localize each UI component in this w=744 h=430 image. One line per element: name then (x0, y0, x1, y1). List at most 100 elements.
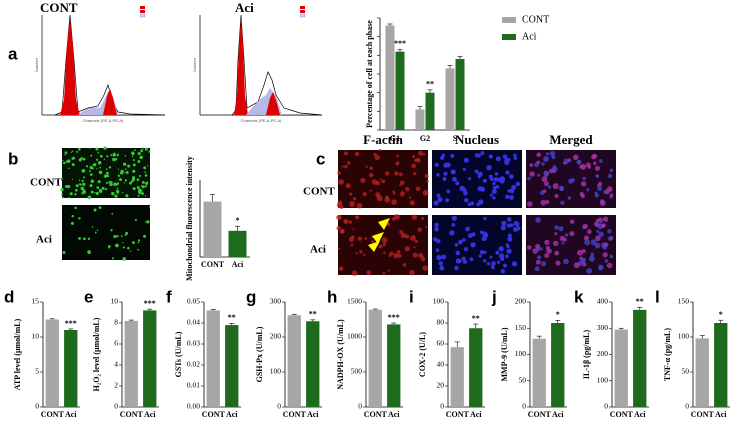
bar (455, 59, 465, 130)
dot (468, 177, 472, 181)
dot (598, 264, 602, 268)
bar (387, 324, 401, 407)
dot (601, 223, 606, 228)
dot (396, 154, 399, 158)
dot (132, 187, 136, 191)
dot (514, 221, 520, 227)
y-tick-label: 0.02 (187, 360, 200, 369)
dot (144, 185, 148, 188)
dot (420, 257, 426, 262)
dot (82, 190, 86, 194)
dot (147, 165, 149, 167)
dot (442, 177, 447, 182)
dot (393, 192, 396, 195)
dot (127, 164, 131, 168)
y-axis-label: GSH-Px (U/mL) (255, 326, 264, 382)
dot (138, 152, 141, 155)
y-tick-label: 0.03 (187, 339, 200, 348)
bar (45, 319, 59, 407)
dot (470, 201, 475, 206)
dot (143, 166, 147, 170)
dot (72, 150, 74, 153)
dot (421, 217, 425, 221)
arrowhead (368, 218, 390, 252)
dot (540, 199, 547, 206)
dot (71, 157, 75, 160)
dot (463, 247, 469, 252)
dot (400, 232, 407, 239)
dot (137, 160, 141, 163)
dot (424, 173, 429, 179)
dot (399, 230, 403, 234)
dot (609, 168, 614, 173)
dot (143, 234, 147, 238)
dot (495, 184, 500, 189)
bar (450, 347, 464, 407)
row-label: CONT (30, 177, 62, 189)
dot (103, 146, 107, 150)
dot (106, 174, 110, 178)
dot (89, 184, 93, 188)
dot (343, 151, 349, 156)
dot (95, 191, 99, 195)
dot (607, 229, 612, 234)
dot (81, 169, 86, 173)
y-tick-label: 20 (437, 381, 445, 390)
dot (535, 259, 541, 265)
bar (633, 309, 647, 407)
panel-label: c (316, 149, 325, 168)
dot (344, 164, 348, 169)
dot (391, 199, 397, 205)
dot (348, 236, 354, 242)
dot (595, 235, 601, 242)
dot (69, 192, 73, 196)
significance: ** (309, 310, 317, 319)
dot (545, 199, 550, 205)
x-tick-label: Aci (144, 410, 156, 419)
dot (125, 171, 129, 174)
dot (436, 239, 441, 244)
dot (516, 226, 521, 231)
dot (383, 251, 386, 254)
dot (554, 225, 559, 230)
dot (80, 186, 85, 191)
dot (435, 248, 440, 252)
dot (606, 186, 613, 192)
panel-label: f (166, 287, 172, 306)
flow-title: CONT (40, 0, 78, 15)
dot (137, 241, 140, 244)
dot (412, 234, 415, 238)
dot (411, 214, 418, 220)
dot (364, 237, 368, 240)
dot (116, 182, 120, 185)
dot (413, 246, 416, 249)
dot (78, 237, 81, 240)
dot (127, 246, 130, 250)
y-tick-label: 150 (515, 323, 527, 332)
dot (607, 173, 613, 179)
dot (433, 237, 438, 242)
dot (381, 237, 388, 243)
micrograph (338, 150, 428, 208)
dot (527, 176, 531, 181)
dot (63, 161, 66, 165)
dot (117, 168, 120, 171)
dot (582, 257, 586, 262)
significance: ** (636, 297, 644, 306)
dot (449, 230, 455, 236)
dot (389, 251, 394, 256)
dot (146, 181, 149, 184)
dot (506, 223, 511, 228)
bar (225, 325, 239, 407)
dot (577, 160, 582, 165)
dot (571, 177, 575, 182)
dot (549, 150, 556, 157)
significance: * (719, 310, 723, 319)
y-tick-label: 5 (35, 367, 39, 376)
y-tick-label: 0 (35, 402, 39, 411)
dot (584, 239, 591, 246)
dot (607, 236, 613, 241)
dot (594, 165, 601, 171)
dot (89, 147, 91, 149)
dot (105, 181, 109, 185)
